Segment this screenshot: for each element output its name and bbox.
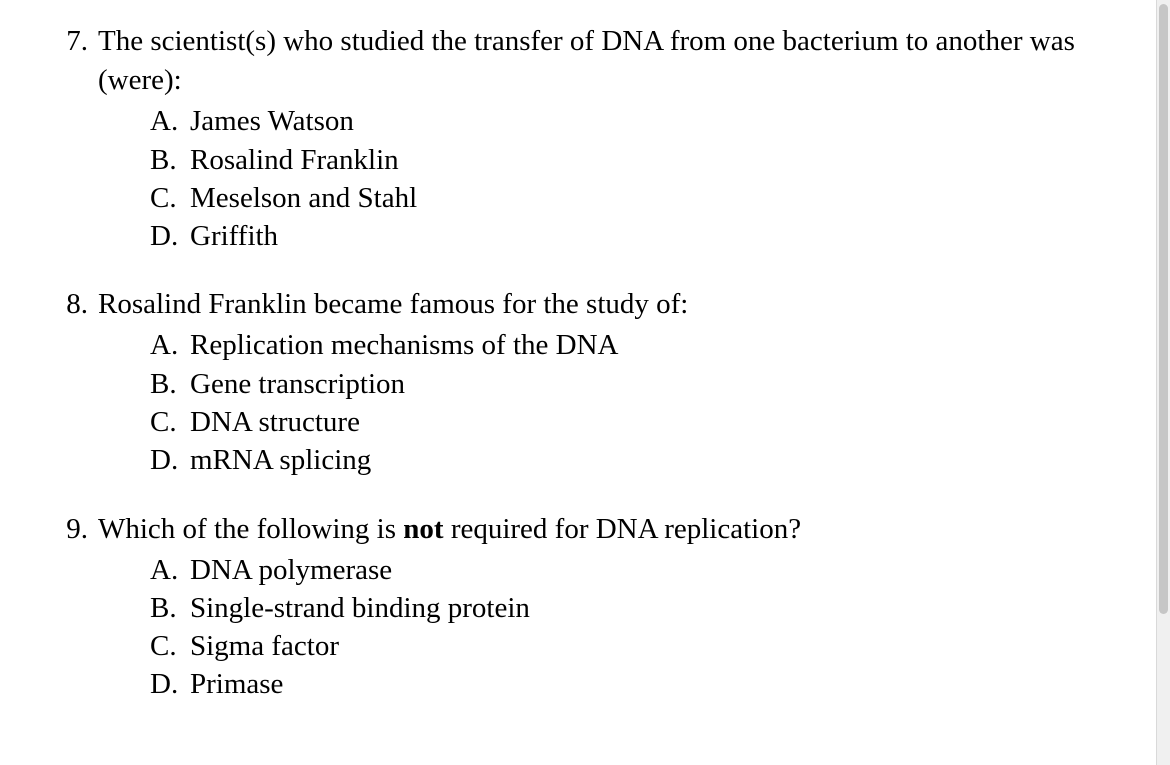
- question-stem: The scientist(s) who studied the transfe…: [98, 22, 1130, 100]
- option-text: mRNA splicing: [190, 441, 1130, 479]
- option-text: Griffith: [190, 217, 1130, 255]
- option-letter: A.: [150, 326, 190, 364]
- option-d: D. Primase: [150, 665, 1130, 703]
- option-d: D. Griffith: [150, 217, 1130, 255]
- question-number: 8.: [60, 285, 98, 324]
- option-text: Single-strand binding protein: [190, 589, 1130, 627]
- option-c: C. Meselson and Stahl: [150, 179, 1130, 217]
- option-letter: D.: [150, 441, 190, 479]
- question-number: 7.: [60, 22, 98, 61]
- option-text: Rosalind Franklin: [190, 141, 1130, 179]
- option-text: DNA polymerase: [190, 551, 1130, 589]
- option-a: A. DNA polymerase: [150, 551, 1130, 589]
- scrollbar-thumb[interactable]: [1159, 4, 1168, 614]
- question-9: 9. Which of the following is not require…: [60, 510, 1130, 704]
- option-b: B. Gene transcription: [150, 365, 1130, 403]
- option-a: A. James Watson: [150, 102, 1130, 140]
- options-list: A. James Watson B. Rosalind Franklin C. …: [150, 102, 1130, 255]
- question-number: 9.: [60, 510, 98, 549]
- option-text: Replication mechanisms of the DNA: [190, 326, 1130, 364]
- options-list: A. Replication mechanisms of the DNA B. …: [150, 326, 1130, 479]
- option-letter: D.: [150, 665, 190, 703]
- option-c: C. Sigma factor: [150, 627, 1130, 665]
- option-b: B. Rosalind Franklin: [150, 141, 1130, 179]
- option-letter: C.: [150, 403, 190, 441]
- question-stem-row: 9. Which of the following is not require…: [60, 510, 1130, 549]
- option-d: D. mRNA splicing: [150, 441, 1130, 479]
- option-letter: C.: [150, 627, 190, 665]
- question-stem: Which of the following is not required f…: [98, 510, 1130, 549]
- option-text: Sigma factor: [190, 627, 1130, 665]
- option-text: DNA structure: [190, 403, 1130, 441]
- option-letter: B.: [150, 365, 190, 403]
- question-stem-row: 8. Rosalind Franklin became famous for t…: [60, 285, 1130, 324]
- option-letter: A.: [150, 551, 190, 589]
- options-list: A. DNA polymerase B. Single-strand bindi…: [150, 551, 1130, 704]
- option-letter: C.: [150, 179, 190, 217]
- option-c: C. DNA structure: [150, 403, 1130, 441]
- vertical-scrollbar[interactable]: [1156, 0, 1170, 765]
- option-b: B. Single-strand binding protein: [150, 589, 1130, 627]
- option-text: Primase: [190, 665, 1130, 703]
- option-letter: D.: [150, 217, 190, 255]
- option-letter: A.: [150, 102, 190, 140]
- question-8: 8. Rosalind Franklin became famous for t…: [60, 285, 1130, 479]
- option-letter: B.: [150, 589, 190, 627]
- option-letter: B.: [150, 141, 190, 179]
- option-text: Gene transcription: [190, 365, 1130, 403]
- option-a: A. Replication mechanisms of the DNA: [150, 326, 1130, 364]
- option-text: Meselson and Stahl: [190, 179, 1130, 217]
- option-text: James Watson: [190, 102, 1130, 140]
- question-stem-row: 7. The scientist(s) who studied the tran…: [60, 22, 1130, 100]
- question-7: 7. The scientist(s) who studied the tran…: [60, 22, 1130, 255]
- question-stem: Rosalind Franklin became famous for the …: [98, 285, 1130, 324]
- document-body: 7. The scientist(s) who studied the tran…: [60, 22, 1130, 704]
